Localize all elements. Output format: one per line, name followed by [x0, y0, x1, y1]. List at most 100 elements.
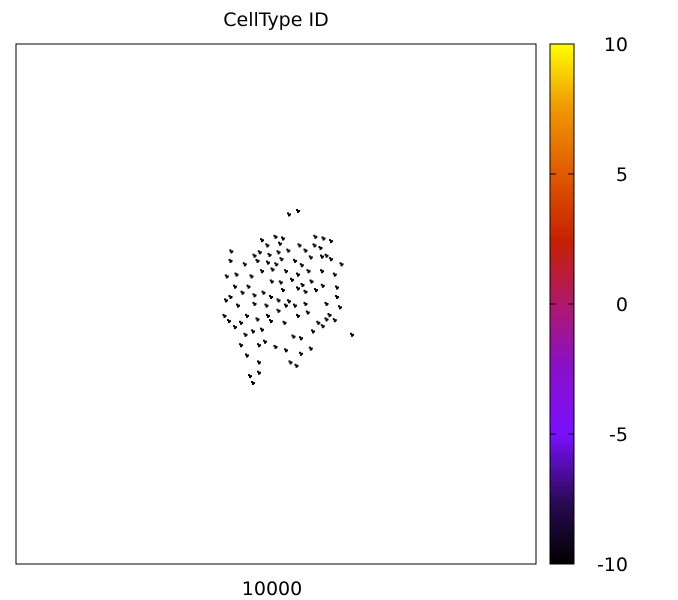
cell-point [286, 248, 291, 253]
cell-point [224, 298, 228, 303]
cell-point [278, 241, 282, 246]
cell-point [313, 234, 318, 239]
cell-point [296, 272, 300, 277]
cell-point [222, 313, 227, 318]
colorbar-ticks: 10 5 0 -5 -10 [550, 34, 628, 576]
cell-point [335, 295, 339, 299]
colorbar-tick-label: -5 [609, 424, 628, 446]
cell-point [329, 239, 333, 244]
cell-point [240, 290, 245, 295]
cell-point [269, 319, 273, 324]
cell-point [320, 254, 324, 259]
cell-point [320, 283, 325, 288]
cell-point [296, 286, 300, 291]
cell-point [293, 258, 297, 263]
cell-point [303, 301, 308, 306]
cell-point [224, 274, 229, 279]
cell-point [236, 303, 240, 308]
cell-point [263, 339, 267, 344]
cell-point [350, 332, 354, 337]
cell-point [332, 318, 337, 323]
cell-point [327, 313, 332, 318]
cell-point [273, 344, 278, 349]
cell-point [309, 279, 314, 284]
cell-point [276, 298, 281, 303]
cell-point [339, 262, 344, 267]
cell-point [284, 303, 288, 308]
cell-point [324, 253, 329, 258]
cell-point [303, 248, 308, 253]
cell-point [249, 274, 254, 279]
cell-point [260, 238, 264, 243]
cell-point [281, 288, 285, 293]
cell-point [269, 295, 273, 299]
cell-point [281, 236, 285, 241]
cell-point [245, 353, 249, 358]
cell-point [279, 257, 284, 262]
cell-point [265, 243, 270, 248]
cell-point [255, 317, 260, 322]
cell-point [282, 320, 287, 325]
cell-point [239, 320, 243, 325]
cell-point [257, 250, 262, 255]
cell-point [270, 267, 275, 272]
cell-point [297, 243, 302, 248]
cell-point [260, 327, 264, 332]
cell-point [318, 246, 323, 250]
cell-point [242, 262, 247, 267]
cell-point [260, 269, 264, 274]
cell-point [234, 272, 239, 277]
cell-point [288, 360, 293, 365]
colorbar-tick-label: -10 [597, 554, 628, 576]
cell-point [229, 249, 234, 254]
cell-point [311, 329, 315, 334]
cell-point [294, 363, 299, 368]
cell-point [252, 253, 257, 258]
cell-point [312, 243, 317, 248]
cell-point [324, 301, 329, 306]
cell-point [305, 310, 310, 315]
cell-point [276, 250, 281, 255]
cell-point [266, 260, 270, 265]
cell-point [266, 313, 270, 318]
cell-point [306, 269, 311, 274]
cell-point [287, 299, 291, 304]
cell-point [332, 272, 337, 277]
cell-point [276, 308, 281, 313]
cell-point [300, 283, 305, 287]
cell-point [243, 332, 248, 337]
cell-point [293, 303, 297, 308]
cell-point [248, 374, 252, 379]
cell-point [227, 319, 231, 324]
cell-point [314, 288, 318, 293]
cell-point [251, 381, 255, 385]
cell-point [251, 329, 255, 334]
cell-point [274, 262, 279, 267]
cell-point [329, 257, 333, 262]
cell-point [299, 336, 303, 341]
cell-point [264, 303, 269, 308]
cell-point [257, 360, 261, 365]
cell-point [296, 209, 300, 213]
colorbar-tick-label: 5 [616, 164, 628, 186]
colorbar-tick-label: 0 [616, 294, 628, 316]
chart-title: CellType ID [223, 9, 328, 31]
cell-points [222, 209, 354, 385]
cell-point [284, 269, 288, 274]
cell-point [338, 305, 342, 310]
cell-point [290, 277, 294, 282]
cell-point [287, 212, 291, 217]
cell-point [239, 343, 243, 348]
cell-point [278, 280, 283, 285]
cell-point [291, 334, 296, 339]
cell-point [255, 258, 260, 263]
cell-point [303, 289, 308, 294]
cell-point [284, 348, 288, 353]
cell-point [299, 263, 304, 268]
cell-point [335, 285, 339, 290]
cell-point [320, 324, 325, 329]
x-axis-label: 10000 [242, 578, 302, 600]
cell-point [299, 351, 303, 356]
cell-point [308, 255, 313, 260]
